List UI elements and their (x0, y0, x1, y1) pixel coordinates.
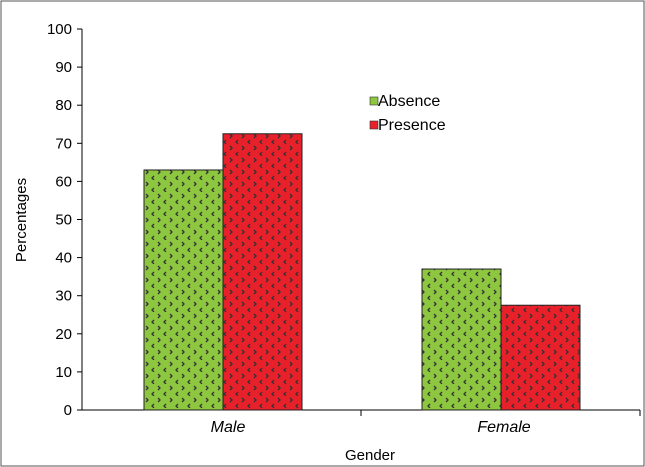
y-tick-label: 50 (55, 212, 72, 229)
y-tick-label: 10 (55, 364, 72, 381)
y-tick-label: 60 (55, 173, 72, 190)
bar-presence-female (500, 304, 581, 411)
y-axis-title: Percentages (13, 178, 30, 262)
legend-label-presence: Presence (378, 117, 446, 134)
x-tick-label-female: Female (477, 419, 530, 436)
bar-absence-male (143, 169, 224, 411)
x-tick-label-male: Male (211, 419, 246, 436)
y-tick-label: 40 (55, 250, 72, 267)
bars-group (143, 133, 581, 411)
y-tick-label: 0 (64, 402, 72, 419)
legend-label-absence: Absence (378, 93, 440, 110)
x-axis-title: Gender (345, 447, 395, 464)
y-tick-label: 80 (55, 97, 72, 114)
y-tick-label: 30 (55, 288, 72, 305)
y-tick-label: 100 (47, 21, 72, 38)
legend: Absence Presence (369, 93, 446, 134)
bar-absence-female (421, 268, 502, 411)
legend-swatch-absence (369, 96, 379, 106)
y-tick-label: 70 (55, 135, 72, 152)
bar-presence-male (222, 133, 303, 411)
y-tick-label: 90 (55, 59, 72, 76)
y-tick-label: 20 (55, 326, 72, 343)
legend-swatch-presence (369, 120, 379, 130)
y-axis-ticks: 0 10 20 30 40 50 60 70 80 90 100 (47, 21, 82, 419)
